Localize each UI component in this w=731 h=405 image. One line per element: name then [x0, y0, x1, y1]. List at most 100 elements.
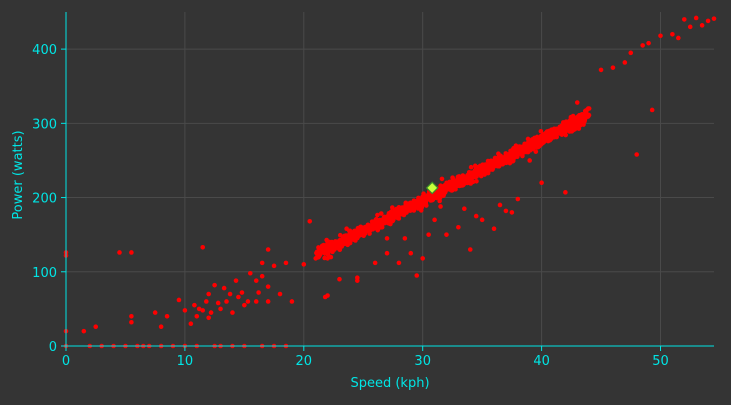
- x-tick-label: 10: [177, 354, 194, 369]
- data-point: [384, 250, 390, 256]
- data-point: [182, 308, 188, 313]
- data-point: [337, 232, 343, 238]
- data-point: [239, 290, 245, 295]
- data-point: [503, 160, 509, 166]
- data-point: [622, 60, 628, 65]
- data-point: [423, 199, 428, 205]
- data-point: [459, 177, 465, 182]
- data-point: [503, 208, 509, 214]
- data-point: [541, 136, 546, 142]
- data-point: [355, 225, 361, 231]
- data-point: [325, 256, 330, 261]
- data-point: [215, 300, 221, 306]
- data-point: [196, 306, 202, 312]
- data-point: [93, 324, 99, 330]
- data-point: [428, 193, 433, 198]
- data-point: [465, 179, 471, 185]
- data-point: [277, 291, 283, 297]
- data-point: [401, 206, 407, 211]
- data-point: [378, 211, 384, 216]
- data-point: [322, 251, 328, 256]
- data-point: [259, 273, 265, 279]
- data-point: [634, 152, 640, 157]
- data-point: [520, 153, 525, 159]
- data-point: [470, 173, 475, 178]
- data-point: [402, 236, 408, 241]
- data-point: [377, 218, 382, 224]
- x-tick-label: 30: [414, 354, 431, 369]
- data-point: [385, 215, 390, 221]
- data-point: [129, 250, 134, 255]
- data-point: [534, 134, 540, 140]
- data-point: [484, 165, 490, 171]
- data-point: [676, 35, 681, 41]
- y-tick-label: 0: [49, 340, 57, 355]
- data-point: [511, 145, 516, 151]
- x-axis-label: Speed (kph): [350, 376, 429, 391]
- data-point: [453, 186, 458, 192]
- data-point: [586, 106, 592, 111]
- data-point: [408, 250, 414, 256]
- data-point: [256, 290, 261, 295]
- data-point: [460, 173, 466, 178]
- data-point: [366, 227, 372, 232]
- data-point: [527, 158, 533, 163]
- data-point: [568, 120, 573, 126]
- data-point: [332, 239, 338, 244]
- data-point: [360, 231, 365, 237]
- data-point: [392, 208, 398, 213]
- data-point: [323, 244, 328, 250]
- data-point: [438, 204, 443, 209]
- data-point: [640, 43, 645, 48]
- data-point: [188, 321, 194, 327]
- highlight-layer: [425, 181, 439, 195]
- data-point: [586, 113, 591, 119]
- data-point: [456, 174, 462, 179]
- data-point: [343, 233, 349, 238]
- data-point: [372, 260, 378, 266]
- data-point: [670, 31, 675, 37]
- data-point: [553, 131, 559, 137]
- data-point: [158, 324, 164, 330]
- data-point: [468, 164, 474, 170]
- data-point: [386, 221, 391, 226]
- data-point: [438, 183, 443, 189]
- data-point: [259, 260, 265, 266]
- data-point: [152, 310, 158, 315]
- data-point: [687, 24, 693, 30]
- data-point: [129, 314, 134, 319]
- data-point: [218, 306, 223, 312]
- data-point: [488, 164, 493, 169]
- data-point: [533, 149, 539, 154]
- data-point: [355, 235, 360, 241]
- data-point: [426, 232, 431, 237]
- data-point: [206, 291, 211, 297]
- data-point: [379, 224, 385, 230]
- data-point: [253, 299, 259, 304]
- data-point: [582, 112, 588, 117]
- data-point: [396, 260, 402, 266]
- data-point: [227, 291, 233, 297]
- data-point: [414, 273, 420, 278]
- data-point: [563, 190, 568, 195]
- data-point: [221, 285, 227, 291]
- data-point: [711, 16, 717, 21]
- data-point: [598, 67, 604, 73]
- data-point: [410, 202, 416, 207]
- data-point: [265, 299, 271, 304]
- data-point: [316, 245, 321, 250]
- data-point: [437, 198, 442, 204]
- data-point: [367, 231, 372, 236]
- data-point: [462, 206, 467, 211]
- data-point: [204, 299, 209, 304]
- data-point: [283, 260, 289, 266]
- data-point: [392, 214, 398, 219]
- data-point: [265, 284, 271, 289]
- data-point: [390, 205, 395, 210]
- data-point: [406, 207, 411, 212]
- data-point: [344, 226, 349, 231]
- data-point: [548, 135, 553, 141]
- data-point: [610, 65, 616, 70]
